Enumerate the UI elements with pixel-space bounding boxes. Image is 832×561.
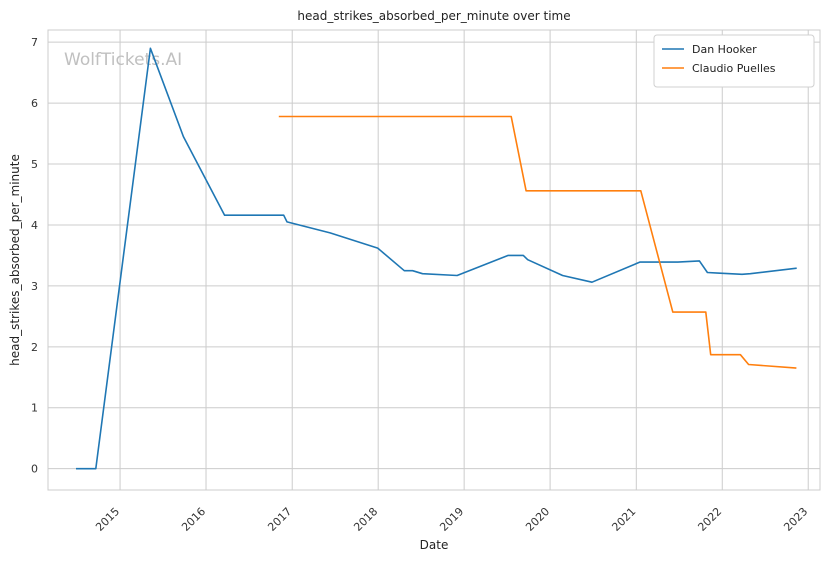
y-tick-label: 0 — [31, 463, 38, 476]
y-tick-label: 2 — [31, 341, 38, 354]
plot-area-frame — [47, 29, 821, 491]
legend: Dan Hooker Claudio Puelles — [653, 34, 815, 88]
y-tick-label: 7 — [31, 36, 38, 49]
y-tick-label: 1 — [31, 402, 38, 415]
chart-title: head_strikes_absorbed_per_minute over ti… — [297, 9, 570, 23]
series-line-1 — [76, 47, 797, 470]
y-tick-label: 5 — [31, 158, 38, 171]
series-line-2 — [278, 115, 797, 369]
legend-label: Dan Hooker — [692, 43, 757, 56]
legend-label: Claudio Puelles — [692, 62, 776, 75]
y-axis-tick-labels: 0 1 2 3 4 5 6 7 — [31, 36, 38, 475]
y-tick-label: 6 — [31, 97, 38, 110]
series-lines — [76, 47, 797, 470]
y-tick-label: 4 — [31, 219, 38, 232]
x-axis-title: Date — [420, 538, 449, 552]
y-axis-title: head_strikes_absorbed_per_minute — [8, 154, 22, 366]
legend-box — [653, 34, 815, 88]
watermark: WolfTickets.AI — [64, 50, 182, 70]
grid-lines — [48, 30, 820, 490]
y-tick-label: 3 — [31, 280, 38, 293]
